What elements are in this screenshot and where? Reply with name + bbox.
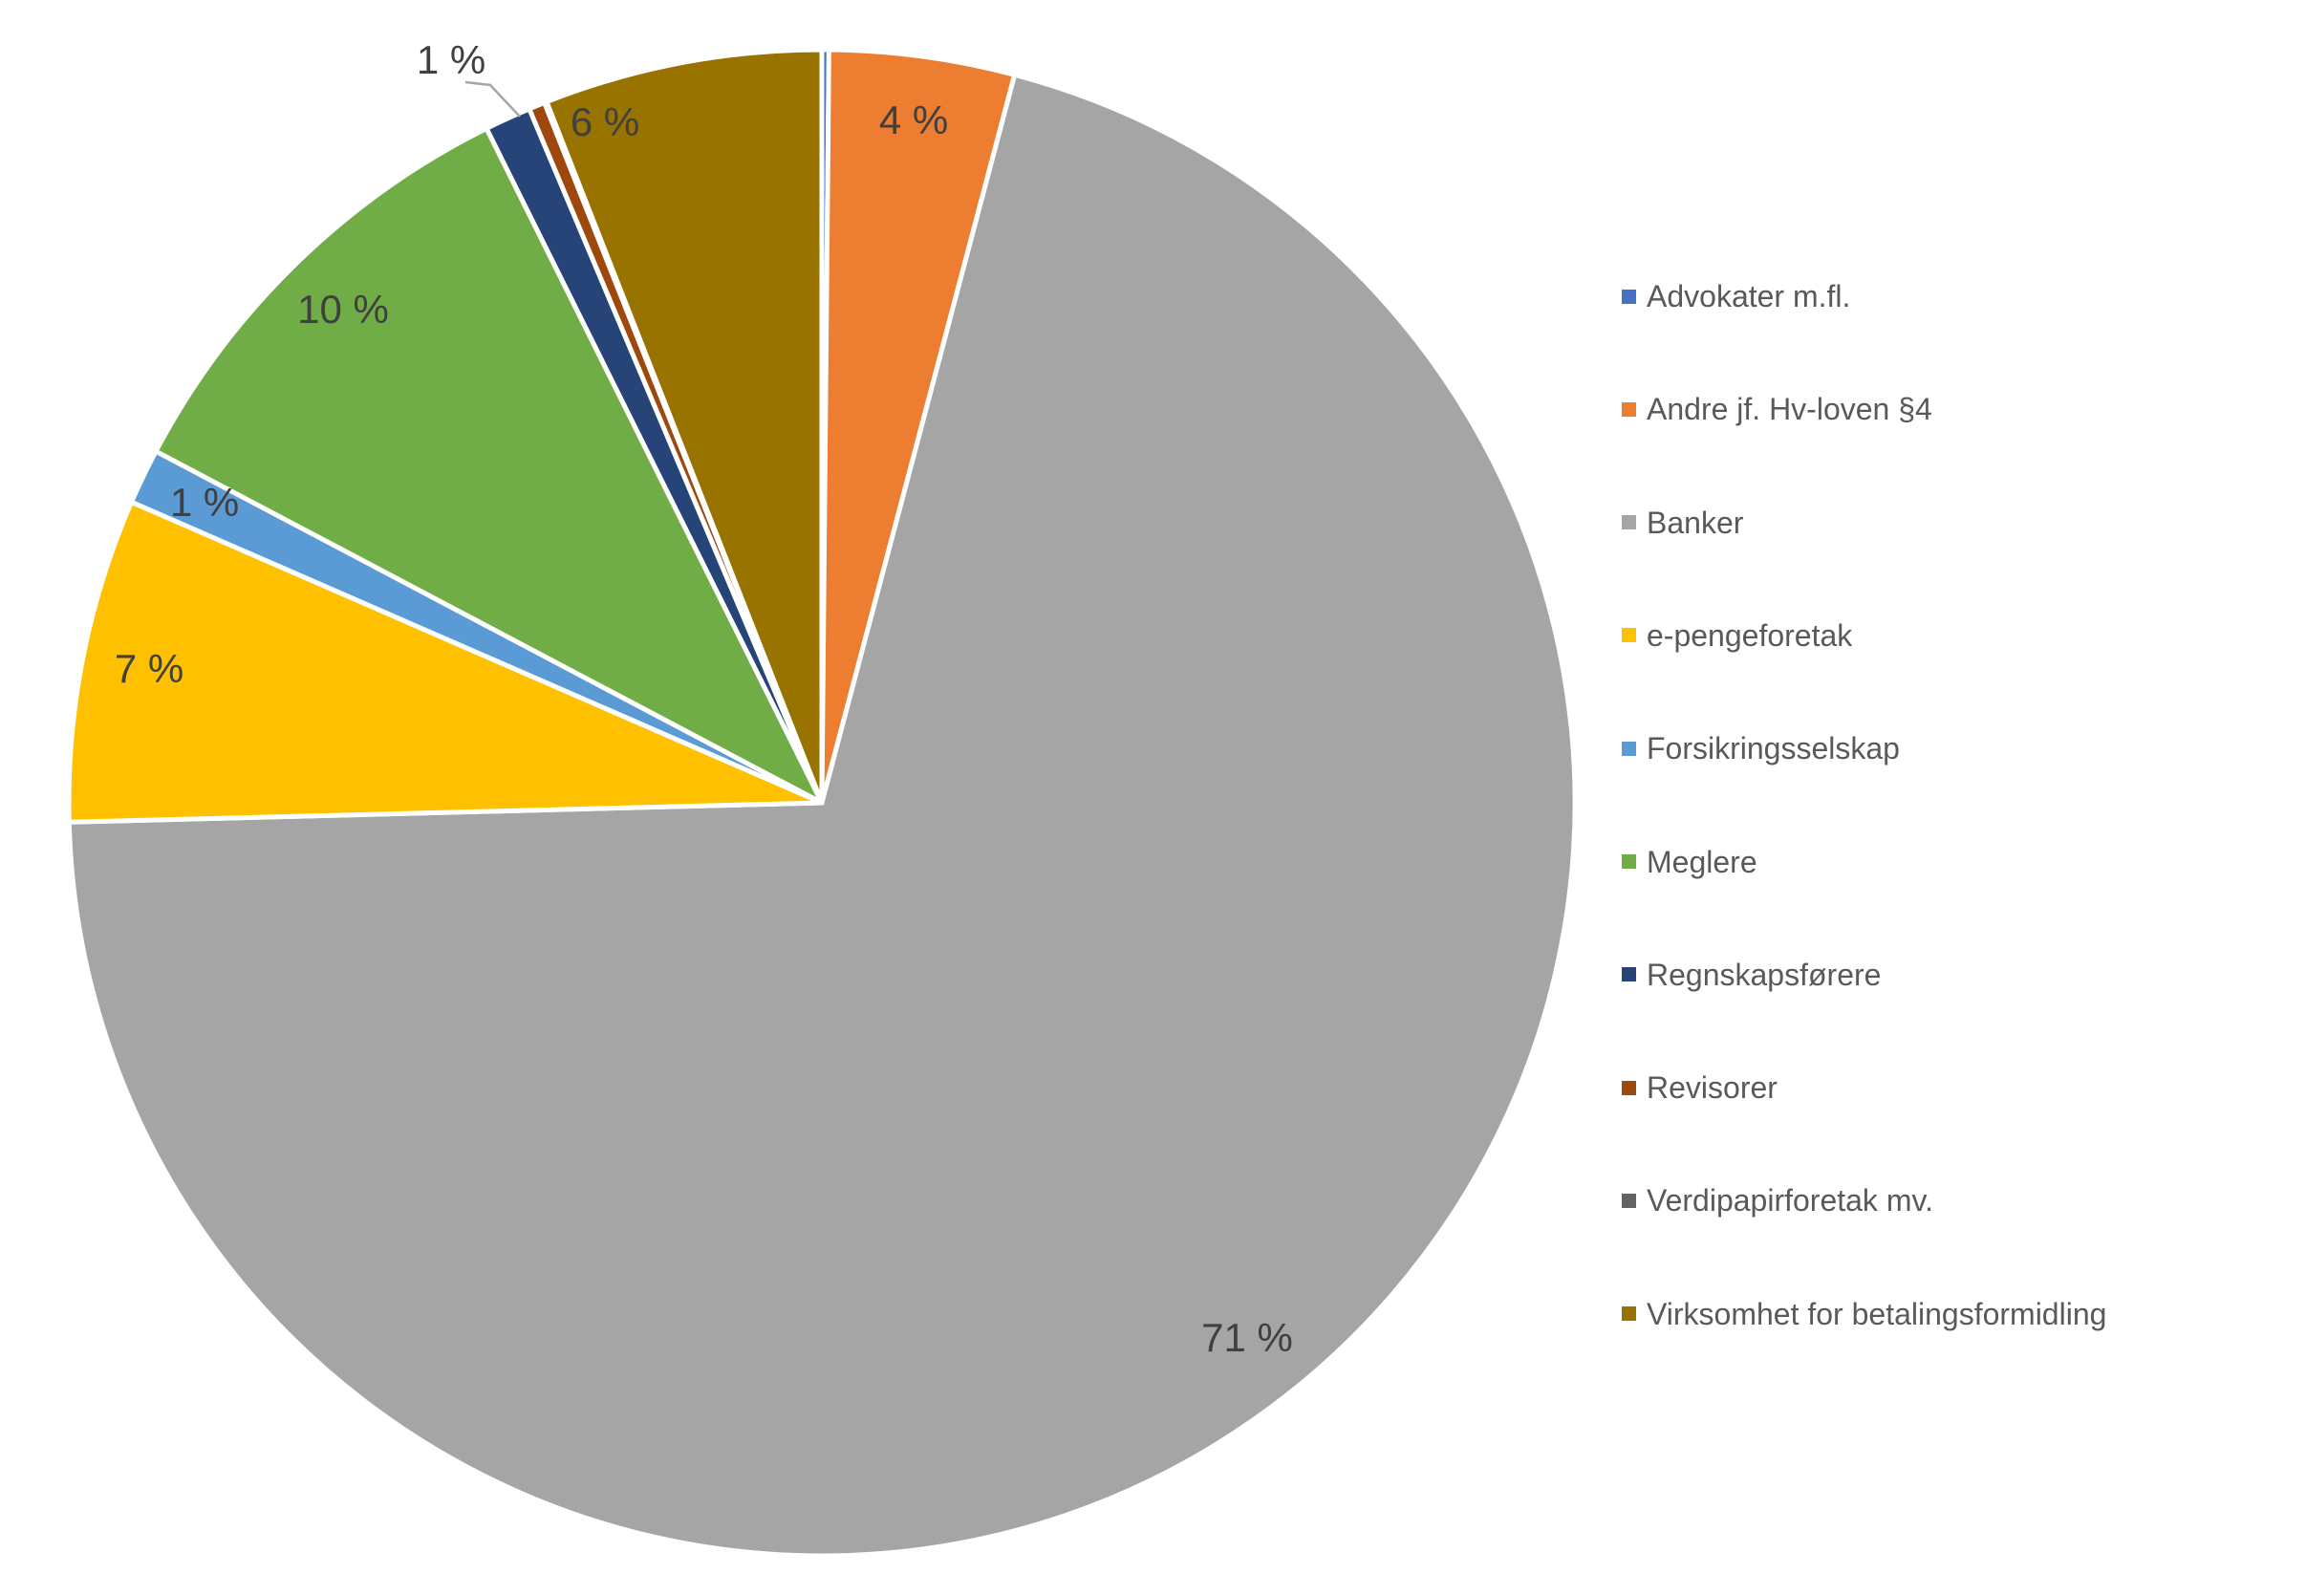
pie-slice (66, 499, 825, 825)
data-label: 71 % (1201, 1315, 1293, 1360)
pie-slice (153, 125, 825, 806)
legend-label: Andre jf. Hv-loven §4 (1647, 392, 1932, 427)
legend-item: Meglere (1622, 841, 1757, 883)
legend-swatch (1622, 515, 1636, 530)
legend-item: Regnskapsførere (1622, 954, 1881, 996)
legend-swatch (1622, 967, 1636, 982)
leader-line (464, 80, 521, 118)
data-label: 10 % (297, 287, 389, 332)
legend-item: Revisorer (1622, 1067, 1778, 1109)
legend-item: Virksomhet for betalingsformidling (1622, 1293, 2106, 1335)
legend-label: Regnskapsførere (1647, 957, 1882, 992)
legend-item: Advokater m.fl. (1622, 275, 1850, 317)
legend-label: Forsikringsselskap (1647, 731, 1900, 766)
legend-label: Meglere (1647, 844, 1757, 879)
legend-label: Advokater m.fl. (1647, 279, 1851, 313)
legend-swatch (1622, 854, 1636, 869)
pie-slice (544, 47, 825, 806)
legend-label: Revisorer (1647, 1070, 1778, 1106)
legend-label: Banker (1647, 505, 1744, 540)
legend-label: Verdipapirforetak mv. (1647, 1183, 1933, 1219)
data-label: 4 % (879, 97, 948, 142)
legend-label: e-pengeforetak (1647, 617, 1853, 653)
legend-item: Verdipapirforetak mv. (1622, 1179, 1933, 1221)
chart-legend: Advokater m.fl. Andre jf. Hv-loven §4 Bank… (1622, 0, 2291, 1596)
legend-label: Virksomhet for betalingsformidling (1647, 1296, 2107, 1331)
legend-item: Forsikringsselskap (1622, 727, 1900, 769)
legend-item: Banker (1622, 502, 1743, 544)
data-label: 6 % (571, 99, 639, 144)
legend-swatch (1622, 1193, 1636, 1208)
legend-swatch (1622, 1306, 1636, 1322)
legend-swatch (1622, 401, 1636, 417)
legend-swatch (1622, 1080, 1636, 1095)
legend-item: e-pengeforetak (1622, 615, 1852, 657)
legend-swatch (1622, 741, 1636, 756)
data-label-callout: 1 % (417, 37, 485, 82)
data-label: 7 % (115, 646, 183, 691)
legend-swatch (1622, 289, 1636, 304)
data-label: 1 % (170, 480, 239, 525)
legend-item: Andre jf. Hv-loven §4 (1622, 388, 1932, 430)
legend-swatch (1622, 628, 1636, 643)
pie-slice (66, 72, 1578, 1559)
